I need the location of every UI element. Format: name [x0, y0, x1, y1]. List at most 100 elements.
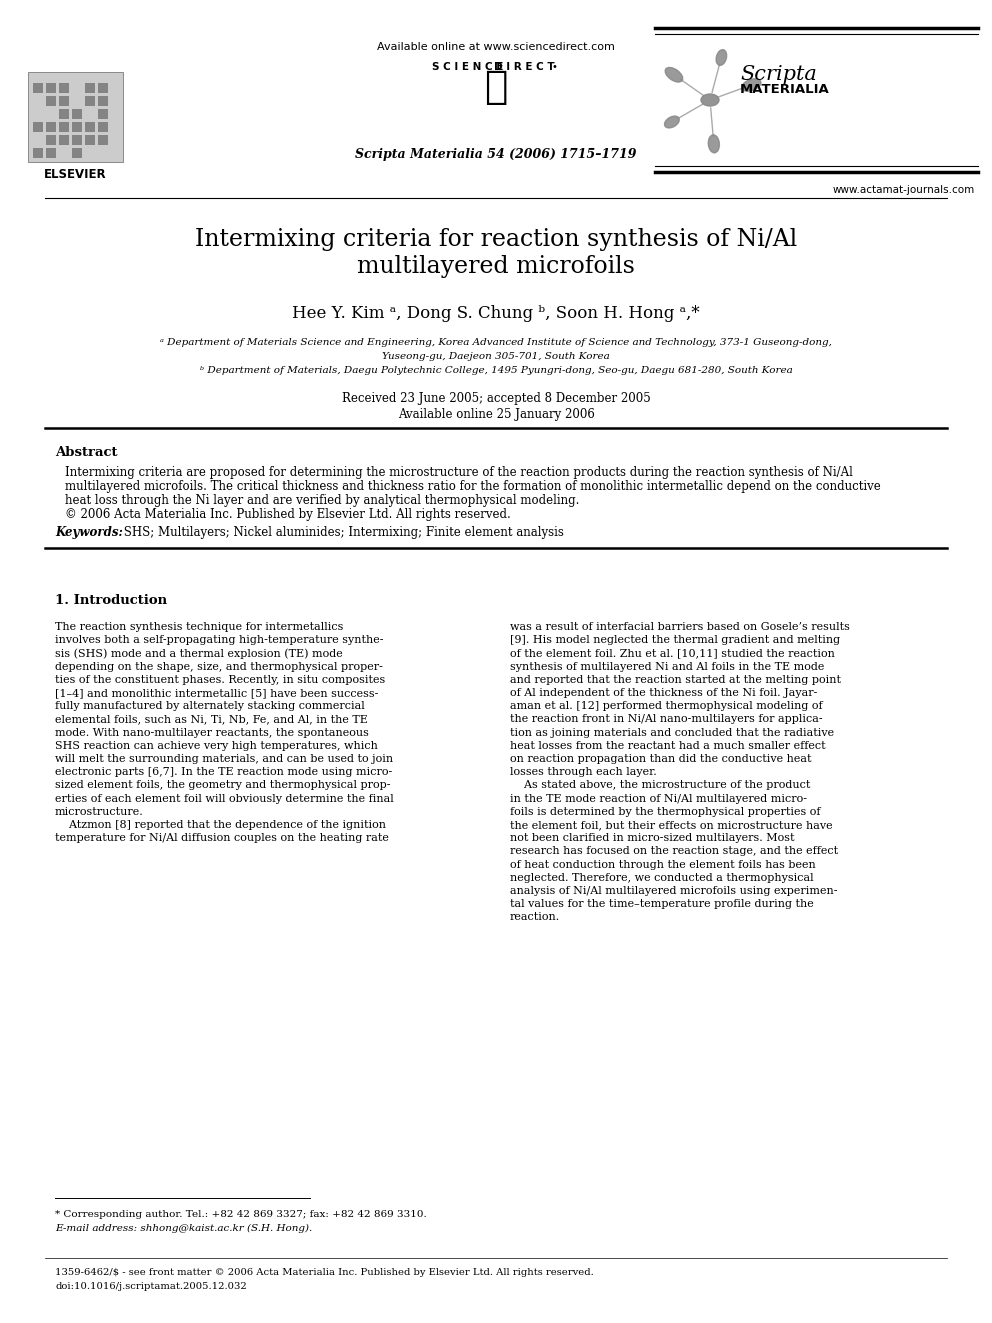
Text: As stated above, the microstructure of the product: As stated above, the microstructure of t… [510, 781, 810, 790]
Text: MATERIALIA: MATERIALIA [740, 83, 829, 97]
Text: the element foil, but their effects on microstructure have: the element foil, but their effects on m… [510, 820, 832, 830]
Text: on reaction propagation than did the conductive heat: on reaction propagation than did the con… [510, 754, 811, 763]
Bar [98, 135, 108, 146]
Bar [72, 83, 82, 93]
Text: involves both a self-propagating high-temperature synthe-: involves both a self-propagating high-te… [55, 635, 384, 646]
Text: doi:10.1016/j.scriptamat.2005.12.032: doi:10.1016/j.scriptamat.2005.12.032 [55, 1282, 247, 1291]
Text: [9]. His model neglected the thermal gradient and melting: [9]. His model neglected the thermal gra… [510, 635, 840, 646]
Ellipse shape [701, 94, 719, 106]
Text: 1. Introduction: 1. Introduction [55, 594, 167, 607]
Text: Scripta Materialia 54 (2006) 1715–1719: Scripta Materialia 54 (2006) 1715–1719 [355, 148, 637, 161]
Text: Scripta: Scripta [740, 65, 816, 83]
Text: multilayered microfoils: multilayered microfoils [357, 255, 635, 278]
Text: of the element foil. Zhu et al. [10,11] studied the reaction: of the element foil. Zhu et al. [10,11] … [510, 648, 835, 659]
Text: will melt the surrounding materials, and can be used to join: will melt the surrounding materials, and… [55, 754, 393, 763]
Bar [72, 108, 82, 119]
Bar [33, 148, 43, 157]
Text: fully manufactured by alternately stacking commercial: fully manufactured by alternately stacki… [55, 701, 365, 712]
Text: sis (SHS) mode and a thermal explosion (TE) mode: sis (SHS) mode and a thermal explosion (… [55, 648, 343, 659]
Text: tal values for the time–temperature profile during the: tal values for the time–temperature prof… [510, 900, 813, 909]
Text: losses through each layer.: losses through each layer. [510, 767, 657, 777]
Bar [72, 135, 82, 146]
Bar [46, 148, 56, 157]
Ellipse shape [708, 135, 719, 153]
Text: Keywords:: Keywords: [55, 527, 123, 538]
Ellipse shape [716, 50, 727, 65]
Bar [72, 122, 82, 132]
Bar [28, 71, 123, 161]
Text: ⓐ: ⓐ [484, 67, 508, 106]
Text: not been clarified in micro-sized multilayers. Most: not been clarified in micro-sized multil… [510, 833, 795, 843]
Bar [59, 122, 69, 132]
Text: * Corresponding author. Tel.: +82 42 869 3327; fax: +82 42 869 3310.: * Corresponding author. Tel.: +82 42 869… [55, 1211, 427, 1218]
Text: Atzmon [8] reported that the dependence of the ignition: Atzmon [8] reported that the dependence … [55, 820, 386, 830]
Text: and reported that the reaction started at the melting point: and reported that the reaction started a… [510, 675, 841, 685]
Text: multilayered microfoils. The critical thickness and thickness ratio for the form: multilayered microfoils. The critical th… [65, 480, 881, 493]
Text: of Al independent of the thickness of the Ni foil. Jayar-: of Al independent of the thickness of th… [510, 688, 817, 699]
Bar [33, 135, 43, 146]
Text: S C I E N C E: S C I E N C E [433, 62, 504, 71]
Text: Abstract: Abstract [55, 446, 117, 459]
Bar [59, 135, 69, 146]
Text: SHS; Multilayers; Nickel aluminides; Intermixing; Finite element analysis: SHS; Multilayers; Nickel aluminides; Int… [120, 527, 563, 538]
Text: was a result of interfacial barriers based on Gosele’s results: was a result of interfacial barriers bas… [510, 622, 850, 632]
Text: microstructure.: microstructure. [55, 807, 144, 816]
Bar [85, 97, 95, 106]
Text: heat losses from the reactant had a much smaller effect: heat losses from the reactant had a much… [510, 741, 825, 750]
Text: E-mail address: shhong@kaist.ac.kr (S.H. Hong).: E-mail address: shhong@kaist.ac.kr (S.H.… [55, 1224, 312, 1233]
Text: Intermixing criteria for reaction synthesis of Ni/Al: Intermixing criteria for reaction synthe… [194, 228, 798, 251]
Text: 1359-6462/$ - see front matter © 2006 Acta Materialia Inc. Published by Elsevier: 1359-6462/$ - see front matter © 2006 Ac… [55, 1267, 594, 1277]
Text: •: • [552, 62, 557, 71]
Text: Yuseong-gu, Daejeon 305-701, South Korea: Yuseong-gu, Daejeon 305-701, South Korea [382, 352, 610, 361]
Ellipse shape [742, 79, 761, 91]
Bar [46, 97, 56, 106]
Bar [59, 83, 69, 93]
Text: ᵇ Department of Materials, Daegu Polytechnic College, 1495 Pyungri-dong, Seo-gu,: ᵇ Department of Materials, Daegu Polytec… [199, 366, 793, 374]
Text: Received 23 June 2005; accepted 8 December 2005: Received 23 June 2005; accepted 8 Decemb… [341, 392, 651, 405]
Text: ties of the constituent phases. Recently, in situ composites: ties of the constituent phases. Recently… [55, 675, 385, 685]
Bar [98, 148, 108, 157]
Text: Available online 25 January 2006: Available online 25 January 2006 [398, 407, 594, 421]
Text: sized element foils, the geometry and thermophysical prop-: sized element foils, the geometry and th… [55, 781, 391, 790]
Text: mode. With nano-multilayer reactants, the spontaneous: mode. With nano-multilayer reactants, th… [55, 728, 369, 738]
Bar [85, 135, 95, 146]
Bar [98, 122, 108, 132]
Text: elemental foils, such as Ni, Ti, Nb, Fe, and Al, in the TE: elemental foils, such as Ni, Ti, Nb, Fe,… [55, 714, 368, 725]
Text: analysis of Ni/Al multilayered microfoils using experimen-: analysis of Ni/Al multilayered microfoil… [510, 886, 837, 896]
Text: Hee Y. Kim ᵃ, Dong S. Chung ᵇ, Soon H. Hong ᵃ,*: Hee Y. Kim ᵃ, Dong S. Chung ᵇ, Soon H. H… [293, 306, 699, 321]
Text: aman et al. [12] performed thermophysical modeling of: aman et al. [12] performed thermophysica… [510, 701, 822, 712]
Text: in the TE mode reaction of Ni/Al multilayered micro-: in the TE mode reaction of Ni/Al multila… [510, 794, 807, 803]
Text: the reaction front in Ni/Al nano-multilayers for applica-: the reaction front in Ni/Al nano-multila… [510, 714, 822, 725]
Bar [98, 97, 108, 106]
Bar [98, 108, 108, 119]
Text: heat loss through the Ni layer and are verified by analytical thermophysical mod: heat loss through the Ni layer and are v… [65, 493, 579, 507]
Bar [46, 83, 56, 93]
Text: Intermixing criteria are proposed for determining the microstructure of the reac: Intermixing criteria are proposed for de… [65, 466, 853, 479]
Bar [59, 148, 69, 157]
Ellipse shape [665, 116, 680, 128]
Text: SHS reaction can achieve very high temperatures, which: SHS reaction can achieve very high tempe… [55, 741, 378, 750]
Text: [1–4] and monolithic intermetallic [5] have been success-: [1–4] and monolithic intermetallic [5] h… [55, 688, 378, 699]
Text: neglected. Therefore, we conducted a thermophysical: neglected. Therefore, we conducted a the… [510, 873, 813, 882]
Text: The reaction synthesis technique for intermetallics: The reaction synthesis technique for int… [55, 622, 343, 632]
Bar [85, 108, 95, 119]
Bar [85, 122, 95, 132]
Text: erties of each element foil will obviously determine the final: erties of each element foil will obvious… [55, 794, 394, 803]
Bar [59, 108, 69, 119]
Text: www.actamat-journals.com: www.actamat-journals.com [832, 185, 975, 194]
Text: electronic parts [6,7]. In the TE reaction mode using micro-: electronic parts [6,7]. In the TE reacti… [55, 767, 392, 777]
Text: foils is determined by the thermophysical properties of: foils is determined by the thermophysica… [510, 807, 820, 816]
Bar [72, 148, 82, 157]
Text: Available online at www.sciencedirect.com: Available online at www.sciencedirect.co… [377, 42, 615, 52]
Ellipse shape [666, 67, 682, 82]
Text: reaction.: reaction. [510, 913, 560, 922]
Text: © 2006 Acta Materialia Inc. Published by Elsevier Ltd. All rights reserved.: © 2006 Acta Materialia Inc. Published by… [65, 508, 511, 521]
Text: temperature for Ni/Al diffusion couples on the heating rate: temperature for Ni/Al diffusion couples … [55, 833, 389, 843]
Text: depending on the shape, size, and thermophysical proper-: depending on the shape, size, and thermo… [55, 662, 383, 672]
Bar [46, 108, 56, 119]
Text: research has focused on the reaction stage, and the effect: research has focused on the reaction sta… [510, 847, 838, 856]
Text: ᵃ Department of Materials Science and Engineering, Korea Advanced Institute of S: ᵃ Department of Materials Science and En… [160, 337, 832, 347]
Text: synthesis of multilayered Ni and Al foils in the TE mode: synthesis of multilayered Ni and Al foil… [510, 662, 824, 672]
Text: of heat conduction through the element foils has been: of heat conduction through the element f… [510, 860, 815, 869]
Text: D I R E C T: D I R E C T [494, 62, 555, 71]
